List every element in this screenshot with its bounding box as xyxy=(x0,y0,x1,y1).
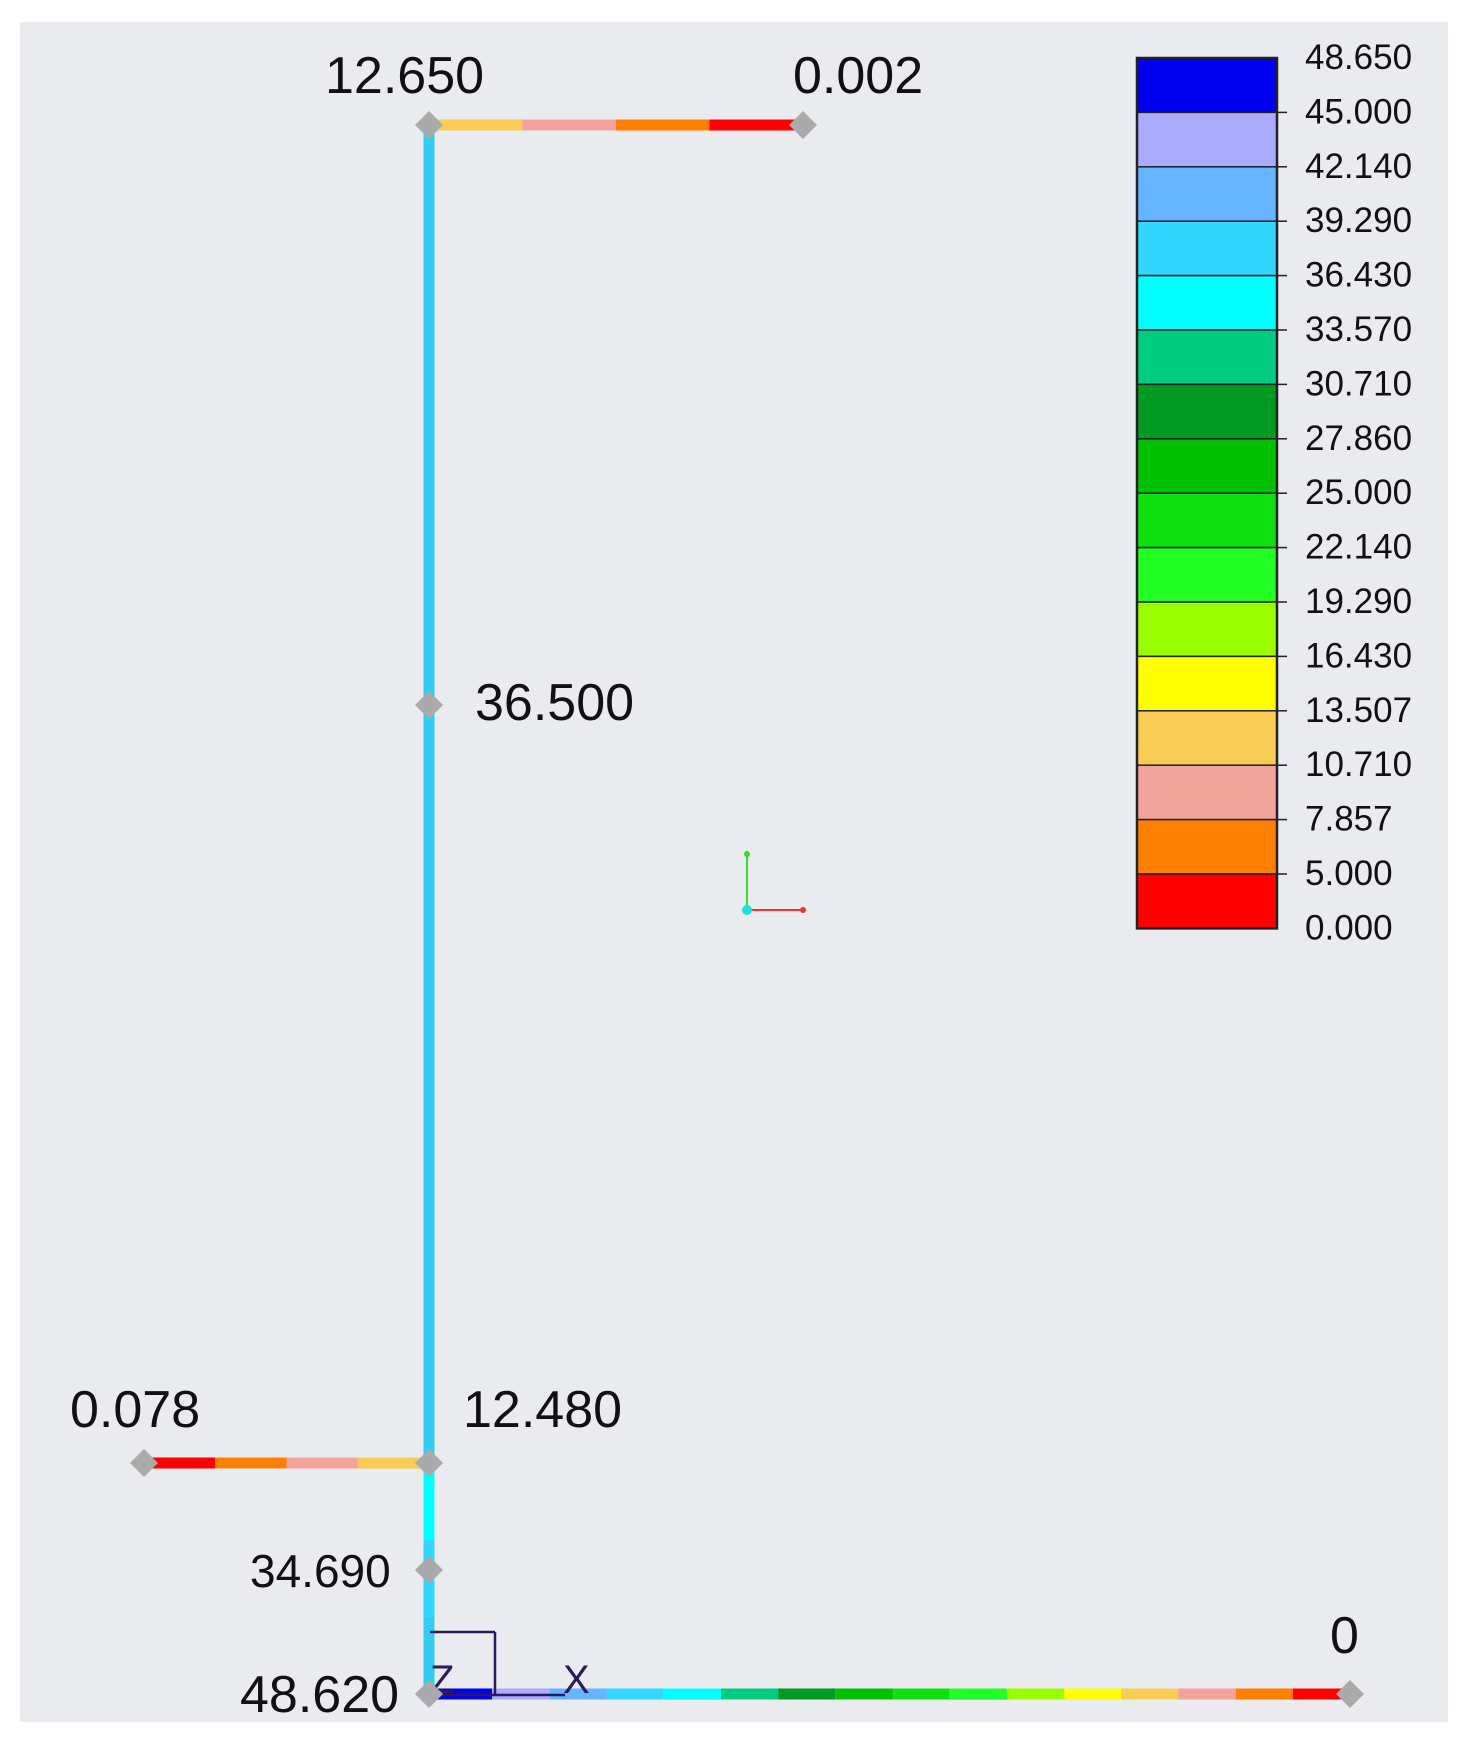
label-column-mid: 36.500 xyxy=(475,674,634,732)
node-base[interactable] xyxy=(415,1680,443,1708)
legend-label: 30.710 xyxy=(1305,364,1412,403)
node-bottom-beam-end[interactable] xyxy=(1336,1680,1364,1708)
legend-band xyxy=(1136,438,1278,494)
node-column-joint[interactable] xyxy=(415,1449,443,1477)
label-left-beam-end: 0.078 xyxy=(70,1381,200,1439)
legend-band xyxy=(1136,383,1278,440)
legend-band xyxy=(1136,329,1278,386)
legend-label: 5.000 xyxy=(1305,854,1393,893)
legend-label: 13.507 xyxy=(1305,691,1412,730)
legend-label: 39.290 xyxy=(1305,201,1412,240)
legend-labels: 48.650 45.000 42.140 39.290 36.430 33.570 30.7… xyxy=(1305,38,1412,947)
legend-band xyxy=(1136,166,1278,222)
legend-label: 25.000 xyxy=(1305,473,1412,512)
legend-band xyxy=(1136,274,1278,331)
node-markers xyxy=(130,111,1364,1708)
legend-band xyxy=(1136,57,1278,114)
global-axis-gizmo xyxy=(742,851,806,915)
legend-band xyxy=(1136,764,1278,821)
legend-label: 22.140 xyxy=(1305,528,1412,567)
legend-band xyxy=(1136,220,1278,277)
legend-band xyxy=(1136,111,1278,168)
node-top-beam-end[interactable] xyxy=(789,111,817,139)
legend-band xyxy=(1136,710,1278,766)
label-column-joint: 12.480 xyxy=(463,1381,622,1439)
legend-label: 10.710 xyxy=(1305,745,1412,784)
legend-label: 27.860 xyxy=(1305,419,1412,458)
node-left-beam-end[interactable] xyxy=(130,1449,158,1477)
legend-label: 16.430 xyxy=(1305,636,1412,675)
legend-label: 7.857 xyxy=(1305,800,1393,839)
label-top-column: 12.650 xyxy=(325,47,484,105)
legend-band xyxy=(1136,546,1278,603)
legend-band xyxy=(1136,492,1278,549)
label-base: 48.620 xyxy=(240,1666,399,1724)
legend-label: 42.140 xyxy=(1305,147,1412,186)
color-legend: 48.650 45.000 42.140 39.290 36.430 33.570 30.7… xyxy=(1135,38,1412,947)
node-column-lower[interactable] xyxy=(415,1556,443,1584)
legend-band xyxy=(1136,601,1278,658)
node-column-mid[interactable] xyxy=(415,691,443,719)
legend-label: 36.430 xyxy=(1305,256,1412,295)
legend-label: 19.290 xyxy=(1305,582,1412,621)
legend-label: 45.000 xyxy=(1305,92,1412,131)
legend-bands xyxy=(1135,56,1279,930)
axis-x-label: X xyxy=(563,1658,590,1702)
legend-label: 0.000 xyxy=(1305,908,1393,947)
node-top[interactable] xyxy=(415,111,443,139)
legend-label: 33.570 xyxy=(1305,310,1412,349)
legend-ticks xyxy=(1277,111,1287,875)
legend-band xyxy=(1136,818,1278,875)
legend-band xyxy=(1136,873,1278,930)
label-column-lower: 34.690 xyxy=(250,1545,391,1597)
legend-band xyxy=(1136,655,1278,712)
label-top-beam-end: 0.002 xyxy=(793,47,923,105)
legend-label: 48.650 xyxy=(1305,38,1412,77)
label-bottom-beam-end: 0 xyxy=(1330,1607,1359,1665)
